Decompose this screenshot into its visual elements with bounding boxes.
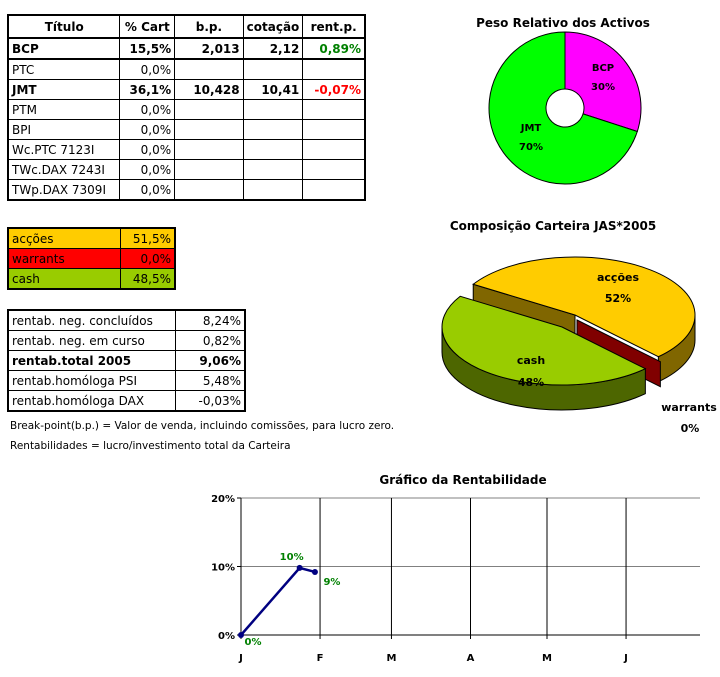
series-line (240, 566, 316, 636)
cell-rent[interactable] (302, 179, 366, 201)
donut-label-value: 70% (519, 142, 543, 153)
cell-cart[interactable]: 0,0% (119, 119, 176, 140)
table-row: PTC 0,0% (7, 58, 366, 80)
pie3d-label-category: cash (517, 354, 545, 367)
data-point (311, 568, 318, 575)
allocation-row: cash 48,5% (7, 268, 176, 290)
returns-table: rentab. neg. concluídos 8,24% rentab. neg.… (7, 309, 246, 412)
pie3d-label-category: warrants (661, 401, 717, 414)
y-tick-label: 10% (211, 563, 235, 574)
line-chart: Gráfico da Rentabilidade 0%10%20%J F M A M J0… (211, 473, 700, 664)
cell-cart[interactable]: 0,0% (119, 179, 176, 201)
cell-value[interactable]: 0,82% (175, 330, 246, 351)
cell-rent[interactable] (302, 159, 366, 180)
donut-label-value: 30% (591, 82, 615, 93)
cell-label[interactable]: rentab.homóloga DAX (7, 390, 176, 412)
allocation-row: warrants 0,0% (7, 248, 176, 269)
cell-cart[interactable]: 15,5% (119, 37, 176, 60)
donut-label-category: JMT (520, 123, 542, 134)
data-point (238, 632, 244, 638)
x-tick-label: A (467, 653, 475, 664)
cell-rent[interactable]: 0,89% (302, 37, 366, 60)
donut-label-category: BCP (592, 63, 614, 74)
cell-value[interactable]: 5,48% (175, 370, 246, 391)
returns-row: rentab. neg. concluídos 8,24% (7, 309, 246, 331)
table-row: PTM 0,0% (7, 99, 366, 120)
cell-bp[interactable]: 2,013 (174, 37, 244, 60)
cell-bp[interactable] (174, 159, 244, 180)
data-label: 0% (245, 637, 262, 648)
allocation-row: acções 51,5% (7, 227, 176, 249)
cell-label[interactable]: warrants (7, 248, 121, 269)
cell-titulo[interactable]: TWp.DAX 7309I (7, 179, 121, 201)
column-header: cotação (242, 14, 304, 39)
cell-value[interactable]: 0,0% (119, 248, 176, 269)
line-title: Gráfico da Rentabilidade (379, 473, 546, 487)
donut-title: Peso Relativo dos Activos (476, 16, 650, 30)
cell-cart[interactable]: 0,0% (119, 159, 176, 180)
donut-chart: Peso Relativo dos Activos BCP 30% JMT 70% (476, 16, 650, 185)
column-header: rent.p. (302, 14, 366, 39)
cell-bp[interactable] (174, 179, 244, 201)
data-point (296, 564, 303, 571)
table-row: BCP 15,5% 2,013 2,12 0,89% (7, 37, 366, 60)
returns-row: rentab.homóloga DAX -0,03% (7, 390, 246, 412)
y-tick-label: 0% (218, 631, 235, 642)
column-header: Título (7, 14, 121, 39)
pie3d-label-category: acções (597, 271, 639, 284)
cell-label[interactable]: cash (7, 268, 121, 290)
note-break-point: Break-point(b.p.) = Valor de venda, incl… (10, 420, 395, 432)
cell-titulo[interactable]: JMT (7, 79, 121, 100)
pie3d-label-value: 48% (518, 376, 544, 389)
cell-label[interactable]: rentab.homóloga PSI (7, 370, 176, 391)
x-tick-label: J (623, 653, 628, 664)
table-row: BPI 0,0% (7, 119, 366, 140)
returns-row: rentab.total 2005 9,06% (7, 350, 246, 371)
note-rentabilidades: Rentabilidades = lucro/investimento tota… (10, 440, 291, 452)
pie3d-slice-accoes (472, 256, 696, 358)
x-tick-label: M (386, 653, 396, 664)
cell-label[interactable]: rentab. neg. concluídos (7, 309, 176, 331)
allocation-table: acções 51,5% warrants 0,0% cash 48,5% (7, 227, 176, 290)
cell-cart[interactable]: 36,1% (119, 79, 176, 100)
column-header: b.p. (174, 14, 244, 39)
cell-titulo[interactable]: TWc.DAX 7243I (7, 159, 121, 180)
pie3d-slice-cash (441, 295, 647, 386)
cell-rent[interactable]: -0,07% (302, 79, 366, 100)
cell-titulo[interactable]: PTC (7, 58, 121, 80)
data-label: 9% (323, 577, 340, 588)
y-tick-label: 20% (211, 494, 235, 505)
data-label: 10% (280, 552, 304, 563)
table-row: TWp.DAX 7309I 0,0% (7, 179, 366, 201)
returns-row: rentab.homóloga PSI 5,48% (7, 370, 246, 391)
donut-slice-jmt (488, 31, 638, 185)
x-tick-label: F (317, 653, 324, 664)
cell-titulo[interactable]: Wc.PTC 7123I (7, 139, 121, 160)
cell-value[interactable]: 48,5% (119, 268, 176, 290)
cell-value[interactable]: -0,03% (175, 390, 246, 412)
holdings-table: Título% Cart b.p. cotação rent.p. BCP 15,5% 2… (7, 14, 366, 201)
table-row: TWc.DAX 7243I 0,0% (7, 159, 366, 180)
pie3d-label-value: 0% (681, 422, 700, 435)
cell-cotacao[interactable]: 2,12 (242, 37, 304, 60)
cell-value[interactable]: 9,06% (175, 350, 246, 371)
column-header: % Cart (119, 14, 176, 39)
x-tick-label: J (238, 653, 243, 664)
donut-slice-bcp (564, 31, 642, 133)
x-tick-label: M (542, 653, 552, 664)
pie3d-label-value: 52% (605, 292, 631, 305)
pie3d-title: Composição Carteira JAS*2005 (450, 219, 656, 233)
pie3d-chart: Composição Carteira JAS*2005 acções 52% ca… (441, 219, 717, 435)
cell-titulo[interactable]: BCP (7, 37, 121, 60)
